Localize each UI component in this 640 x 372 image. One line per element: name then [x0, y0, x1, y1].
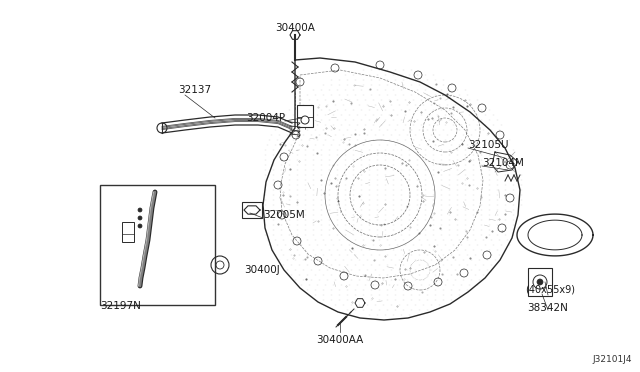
Text: J32101J4: J32101J4	[593, 355, 632, 364]
Text: 30400J: 30400J	[244, 265, 280, 275]
Bar	[100, 185, 215, 305]
Circle shape	[537, 279, 543, 285]
Bar	[528, 268, 552, 296]
Text: 32005M: 32005M	[263, 210, 305, 220]
Text: 32105U: 32105U	[468, 140, 509, 150]
Circle shape	[138, 208, 142, 212]
Text: (40x55x9): (40x55x9)	[525, 285, 575, 295]
Bar	[297, 105, 313, 127]
Text: 30400A: 30400A	[275, 23, 315, 33]
Text: 30400AA: 30400AA	[316, 335, 364, 345]
Text: 32004P: 32004P	[246, 113, 285, 123]
Circle shape	[138, 216, 142, 220]
Bar	[242, 202, 262, 218]
Bar	[122, 222, 134, 242]
Text: 32104M: 32104M	[482, 158, 524, 168]
Text: 38342N: 38342N	[527, 303, 568, 313]
Text: 32197N: 32197N	[100, 301, 141, 311]
Circle shape	[301, 116, 309, 124]
Circle shape	[138, 224, 142, 228]
Text: 32137: 32137	[178, 85, 211, 95]
